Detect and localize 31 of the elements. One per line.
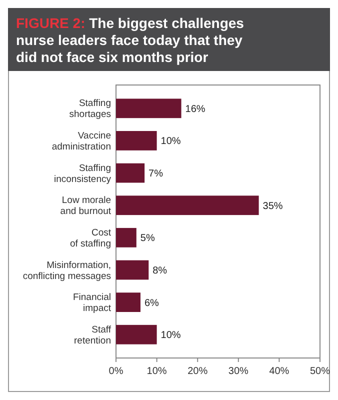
bar [116,98,182,118]
y-tick-label: Staffing shortages [69,98,112,120]
bar [116,324,157,344]
x-tick-label: 0% [108,366,124,377]
bar [116,196,259,216]
x-tick-label: 20% [188,366,208,377]
data-label: 35% [262,200,283,212]
bar [116,228,136,248]
chart-title: FIGURE 2: The biggest challenges nurse leaders face today that they did not face six months prior [16,15,244,65]
x-tick-label: 40% [269,366,290,377]
data-label: 16% [185,104,206,115]
y-tick-label: Staffing inconsistency [54,162,112,185]
data-label: 10% [160,330,181,342]
bar [116,163,145,183]
bar [116,131,157,150]
y-tick-label: Cost of staffing [70,227,112,250]
y-tick-label: Misinformation, conflicting messages [22,260,112,282]
y-tick-label: Financial impact [72,292,112,314]
y-tick-label: Low morale and burnout [60,195,112,218]
data-label: 8% [152,265,168,276]
bar [116,260,149,280]
x-tick-label: 50% [310,366,330,377]
x-tick-label: 30% [228,366,249,377]
data-label: 7% [148,168,164,180]
bar [116,292,140,312]
data-label: 10% [160,136,181,148]
data-label: 5% [140,233,155,244]
x-tick-label: 10% [146,366,167,377]
y-tick-label: Vaccine administration [52,130,111,153]
data-label: 6% [144,298,160,309]
y-tick-label: Staff retention [74,324,112,346]
